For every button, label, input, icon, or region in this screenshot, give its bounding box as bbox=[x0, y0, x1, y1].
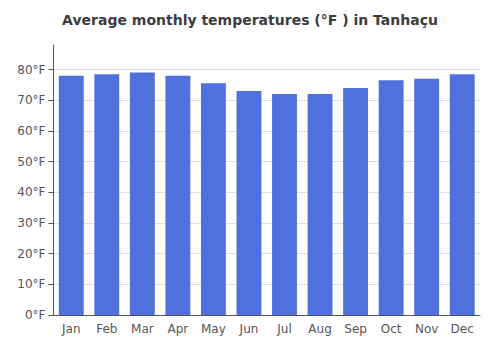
svg-text:40°F: 40°F bbox=[17, 185, 45, 199]
svg-text:Feb: Feb bbox=[96, 322, 117, 336]
svg-text:20°F: 20°F bbox=[17, 247, 45, 261]
svg-text:10°F: 10°F bbox=[17, 277, 45, 291]
svg-text:70°F: 70°F bbox=[17, 93, 45, 107]
svg-text:Average monthly temperatures (: Average monthly temperatures (°F ) in Ta… bbox=[62, 12, 438, 28]
svg-text:Nov: Nov bbox=[415, 322, 438, 336]
svg-text:Aug: Aug bbox=[308, 322, 331, 336]
svg-text:Jun: Jun bbox=[239, 322, 259, 336]
svg-text:0°F: 0°F bbox=[25, 308, 46, 322]
svg-text:80°F: 80°F bbox=[17, 63, 45, 77]
svg-text:Sep: Sep bbox=[344, 322, 367, 336]
svg-text:May: May bbox=[201, 322, 226, 336]
svg-text:50°F: 50°F bbox=[17, 155, 45, 169]
svg-text:30°F: 30°F bbox=[17, 216, 45, 230]
svg-text:Jul: Jul bbox=[276, 322, 291, 336]
svg-text:Oct: Oct bbox=[381, 322, 402, 336]
svg-text:Jan: Jan bbox=[61, 322, 81, 336]
svg-text:60°F: 60°F bbox=[17, 124, 45, 138]
svg-text:Apr: Apr bbox=[167, 322, 188, 336]
svg-text:Mar: Mar bbox=[131, 322, 154, 336]
svg-text:Dec: Dec bbox=[451, 322, 474, 336]
